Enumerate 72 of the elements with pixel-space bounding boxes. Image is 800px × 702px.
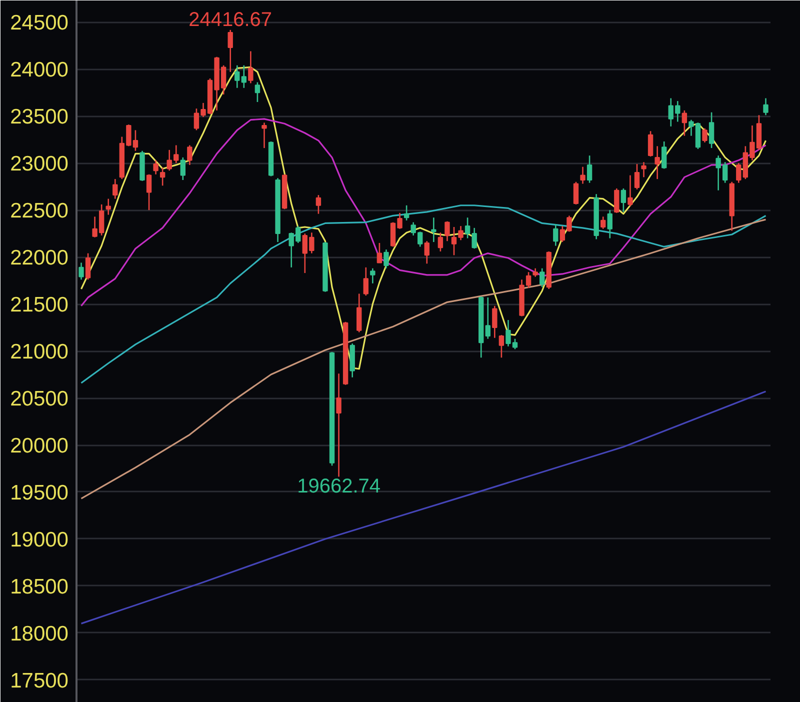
candlestick — [682, 110, 688, 136]
candlestick — [607, 209, 612, 239]
y-tick-label: 21500 — [10, 294, 69, 317]
y-tick-label: 22500 — [10, 200, 69, 223]
candlestick — [573, 181, 579, 206]
line-series — [80, 66, 767, 370]
y-tick-label: 22000 — [10, 246, 69, 270]
candlestick — [153, 160, 158, 176]
candlestick — [370, 268, 376, 284]
candlestick — [316, 194, 322, 214]
candlestick — [763, 98, 768, 116]
candlestick — [485, 296, 490, 340]
candlestick — [424, 240, 430, 264]
candlestick — [648, 130, 654, 158]
candlestick — [262, 122, 267, 149]
candlestick — [641, 161, 646, 178]
y-tick-label: 20500 — [10, 388, 69, 411]
y-tick-label: 17500 — [10, 669, 69, 692]
candlestick — [146, 174, 152, 211]
candlestick — [248, 50, 254, 84]
y-tick-label: 19500 — [10, 481, 69, 504]
candlestick — [553, 224, 558, 246]
line-series — [80, 204, 767, 384]
candlestick — [241, 64, 246, 89]
candlestick — [228, 29, 233, 73]
candlestick — [498, 334, 504, 358]
y-tick-label: 20000 — [10, 434, 69, 458]
line-series — [80, 218, 767, 500]
candlestick — [85, 252, 91, 280]
annotation: 24416.67 — [188, 8, 272, 31]
candlestick — [160, 167, 166, 186]
candlestick — [654, 146, 660, 180]
candlestick — [540, 268, 545, 288]
candlestick — [600, 216, 606, 230]
candlestick — [376, 242, 382, 264]
candlestick — [336, 372, 342, 478]
candlestick — [628, 174, 633, 207]
candlestick — [384, 248, 389, 269]
candlestick — [580, 166, 586, 184]
candlestick — [431, 216, 436, 243]
candlestick — [356, 293, 362, 333]
candlestick — [254, 82, 260, 103]
candlestick — [634, 163, 640, 190]
candlestick — [444, 220, 450, 242]
candlestick — [586, 154, 592, 184]
y-tick-label: 23000 — [10, 152, 69, 176]
candlestick — [78, 262, 84, 280]
candlestick — [438, 232, 444, 252]
candlestick — [106, 198, 111, 216]
candlestick — [363, 266, 368, 296]
annotation: 19662.74 — [297, 476, 380, 498]
candlestick — [404, 204, 410, 222]
candlestick — [614, 188, 620, 214]
y-tick-label: 24000 — [10, 58, 69, 82]
candlestick — [492, 305, 498, 339]
candlestick — [620, 188, 626, 213]
candlestick — [234, 64, 240, 89]
y-tick-label: 21000 — [10, 340, 69, 364]
candlestick — [187, 144, 192, 166]
candlestick — [112, 178, 118, 200]
line-series — [80, 118, 767, 307]
y-tick-label: 18500 — [10, 575, 69, 598]
candlestick — [661, 140, 667, 170]
y-tick-label: 24500 — [10, 12, 69, 35]
y-tick-label: 23500 — [10, 106, 69, 129]
candlestick — [736, 162, 742, 184]
candlestick — [180, 156, 186, 181]
y-tick-label: 18000 — [10, 622, 69, 646]
y-tick-label: 19000 — [10, 528, 69, 552]
line-series — [80, 390, 767, 624]
candlestick — [708, 112, 714, 149]
candlestick — [702, 128, 708, 144]
